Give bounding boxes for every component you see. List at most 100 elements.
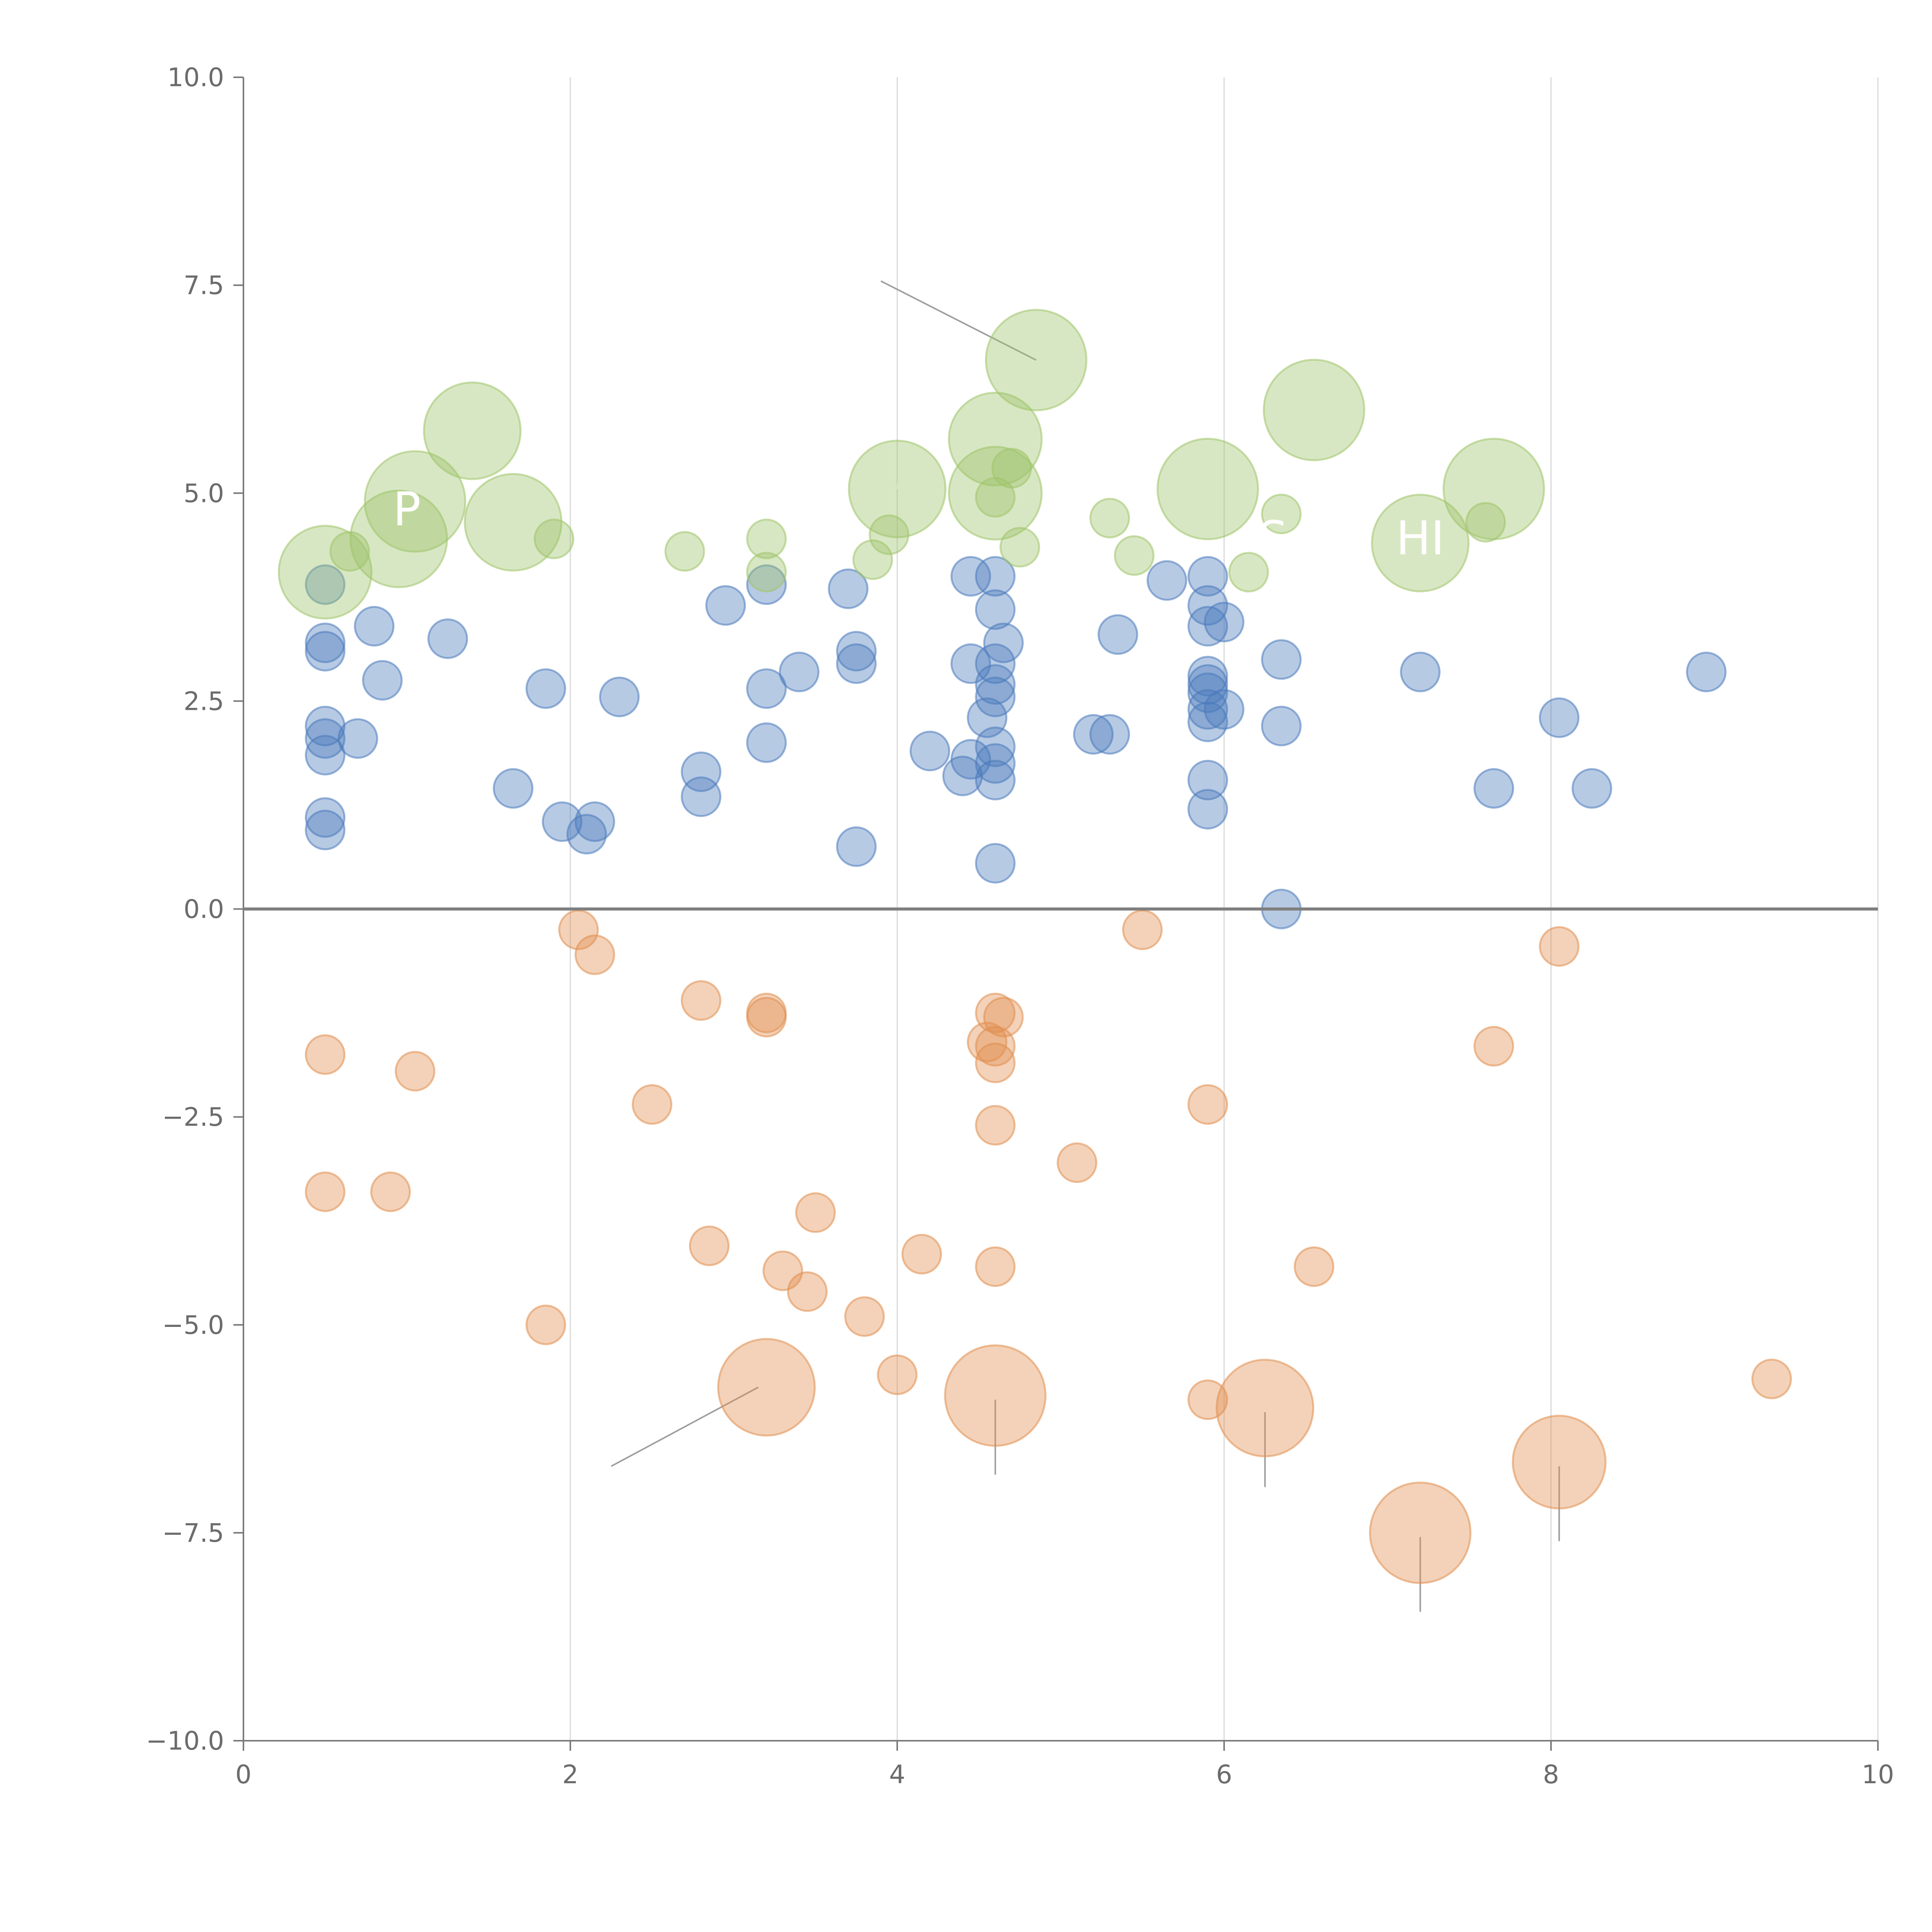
green-bubble [948,446,1043,541]
annotation-leader-line [472,422,497,432]
x-tick-label: 4 [889,1760,905,1789]
annotations-layer: P S HI [393,483,1445,565]
blue-bubble [305,718,345,759]
blue-bubble [975,589,1016,630]
blue-bubble [526,668,566,709]
orange-bubble [983,997,1024,1037]
blue-bubble [1187,701,1228,742]
annotation-leader-line [880,280,1037,361]
y-tick-label: −7.5 [162,1518,224,1548]
green-bubble [1371,493,1470,592]
annotation-leader-line [513,517,538,523]
y-tick-label: 7.5 [184,270,224,300]
blue-bubble [836,643,877,684]
blue-bubble [305,810,345,850]
orange-bubble [787,1271,828,1312]
blue-bubble [983,622,1024,663]
orange-bubble [305,1171,345,1212]
orange-bubble [526,1304,566,1345]
blue-bubble [1571,768,1612,809]
blue-bubble [305,631,345,672]
orange-bubble [746,997,787,1037]
green-bubble [948,391,1043,486]
annotation-label: HI [1396,512,1445,566]
green-bubble [664,531,705,572]
blue-bubble [1187,689,1228,730]
leader-lines-layer [324,280,1560,1612]
blue-bubble [1073,714,1114,755]
blue-bubble [950,556,991,597]
blue-bubble [1187,656,1228,697]
blue-bubble [975,743,1016,784]
blue-bubble [746,722,787,763]
orange-bubble [574,934,615,975]
green-bubble [999,527,1040,568]
orange-bubble [395,1051,435,1092]
y-tick-label: −2.5 [162,1102,224,1132]
blue-bubble [975,556,1016,597]
annotation-leader-line [995,434,1028,440]
blue-bubble [574,801,615,842]
orange-bubble [1751,1359,1792,1400]
blue-bubble [1187,606,1228,647]
annotation-leader-line [896,459,903,489]
orange-bubble [975,1043,1016,1083]
blue-bubble [305,797,345,838]
blue-bubble [836,631,877,672]
orange-bubble [1187,1084,1228,1125]
green-bubble [364,450,466,553]
blue-bubble [1089,714,1130,755]
green-bubble [1263,359,1366,461]
annotation-label: S [1259,512,1288,566]
blue-bubble [542,801,583,842]
orange-bubble [1122,909,1163,950]
green-bubble [534,519,575,560]
blue-bubble [1473,768,1514,809]
orange-bubble [717,1338,816,1437]
orange-bubble [901,1234,942,1275]
blue-bubble [1187,789,1228,830]
orange-bubble [305,1034,345,1075]
blue-bubble [975,843,1016,884]
blue-bubble [305,564,345,605]
blue-bubble [1097,614,1138,655]
blue-bubble [828,568,869,609]
orange-bubble [1512,1415,1607,1510]
green-bubble [1089,498,1130,539]
orange-bubble [1294,1246,1335,1287]
orange-bubble [944,1344,1047,1447]
green-bubble [464,473,563,572]
blue-bubble [566,814,607,855]
annotation-leader-line [324,576,350,606]
blue-bubble [305,622,345,663]
green-bubble [848,439,947,538]
y-tick-label: −5.0 [162,1310,224,1340]
orange-bubble [680,980,721,1021]
x-tick-label: 0 [235,1760,252,1789]
green-bubble [869,514,910,555]
blue-bubble [1187,672,1228,713]
green-bubble [1156,437,1259,540]
green-bubble [349,490,448,588]
blue-bubble [779,651,820,692]
blue-bubble [975,760,1016,801]
blue-bubble [746,564,787,605]
blue-bubble [427,618,468,659]
x-tick-label: 8 [1543,1760,1559,1789]
blue-bubble [337,718,378,759]
orange-bubble [1216,1359,1315,1458]
y-tick-label: 0.0 [184,895,224,924]
blue-bubble [1261,639,1302,680]
blue-bubble [705,585,746,626]
annotation-label: P [393,483,421,536]
green-bubble [1465,502,1506,543]
green-bubble [329,531,370,572]
blue-bubble [1187,664,1228,705]
orange-bubble [877,1354,918,1395]
blue-bubble [975,726,1016,767]
annotation-leader-line [995,493,1021,539]
orange-bubble [975,1246,1016,1287]
blue-bubble [1187,556,1228,597]
green-bubble [1442,437,1545,540]
